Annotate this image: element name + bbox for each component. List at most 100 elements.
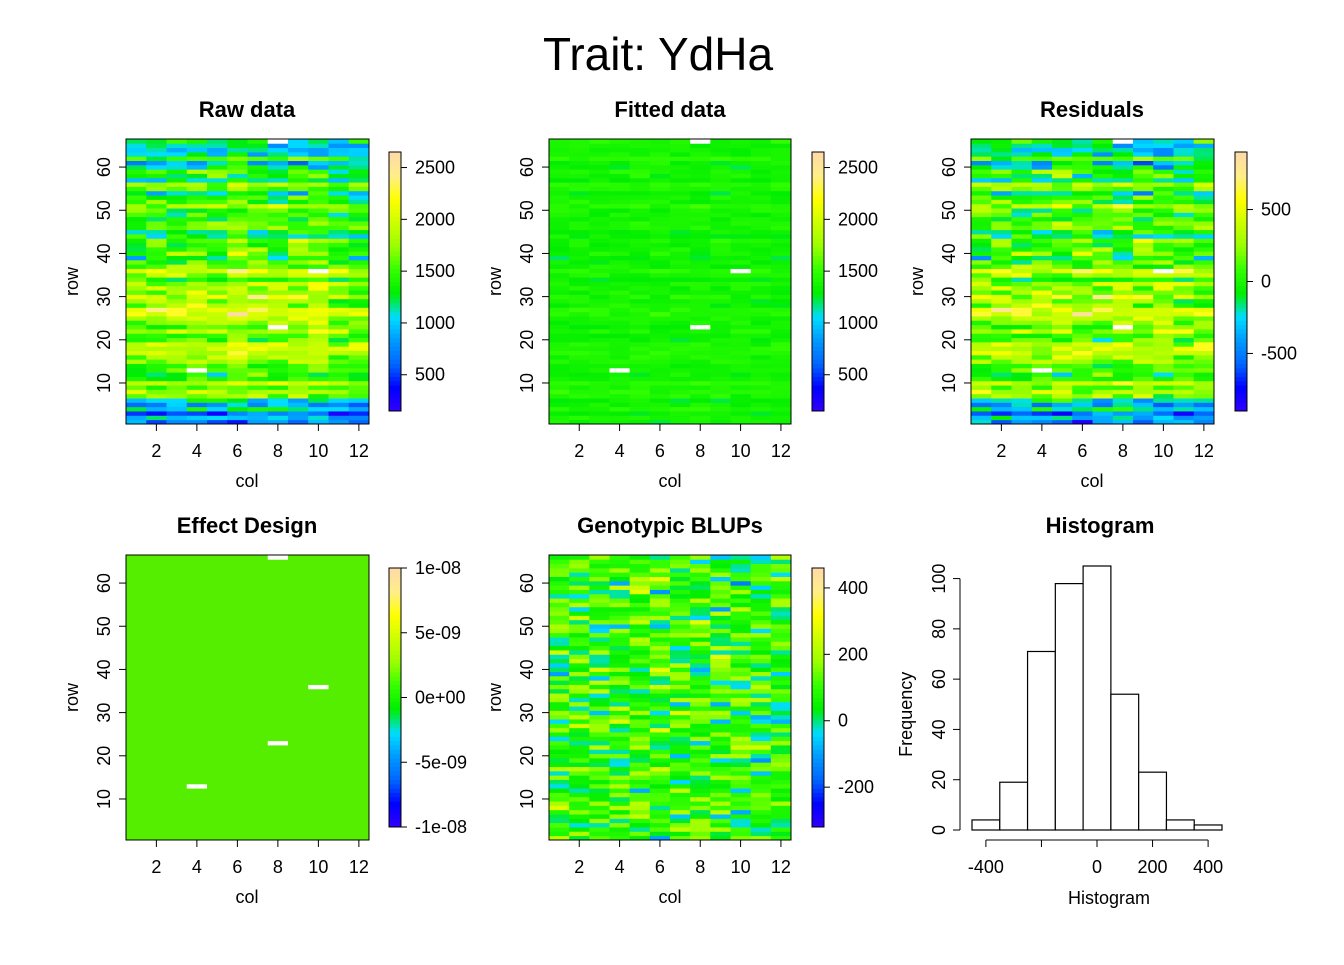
heatmap-cell bbox=[1153, 259, 1174, 265]
colorbar-band bbox=[812, 783, 824, 789]
heatmap-cell bbox=[1052, 225, 1073, 231]
heatmap-cell bbox=[649, 143, 671, 149]
heatmap-cell bbox=[770, 139, 792, 144]
heatmap-cell bbox=[690, 225, 711, 231]
heatmap-cell bbox=[549, 147, 570, 153]
colorbar-band bbox=[812, 589, 824, 595]
heatmap-cell bbox=[1052, 311, 1073, 317]
heatmap-cell bbox=[589, 693, 610, 698]
heatmap-cell bbox=[1173, 242, 1195, 248]
heatmap-cell bbox=[690, 710, 711, 716]
heatmap-cell bbox=[1092, 238, 1114, 244]
heatmap-cell bbox=[126, 199, 147, 205]
heatmap-cell bbox=[609, 151, 631, 157]
heatmap-cell bbox=[1031, 182, 1053, 187]
heatmap-cell bbox=[146, 316, 167, 321]
heatmap-cell bbox=[348, 264, 370, 269]
heatmap-cell bbox=[1112, 242, 1134, 248]
colorbar-band bbox=[812, 624, 824, 629]
heatmap-cell bbox=[146, 719, 167, 724]
heatmap-cell bbox=[971, 380, 992, 386]
heatmap-cell bbox=[730, 675, 752, 681]
heatmap-cell bbox=[186, 740, 208, 746]
heatmap-cell bbox=[1133, 277, 1154, 282]
heatmap-cell bbox=[126, 593, 147, 599]
heatmap-cell bbox=[126, 411, 147, 416]
heatmap-cell bbox=[1011, 346, 1033, 351]
heatmap-cell bbox=[207, 719, 228, 724]
heatmap-cell bbox=[1052, 216, 1073, 222]
heatmap-cell bbox=[710, 290, 731, 295]
heatmap-cell bbox=[589, 212, 610, 218]
heatmap-cell bbox=[166, 585, 188, 590]
heatmap-cell bbox=[207, 311, 228, 317]
heatmap-cell bbox=[690, 714, 711, 720]
heatmap-cell bbox=[629, 783, 651, 789]
heatmap-cell bbox=[247, 164, 269, 170]
heatmap-cell bbox=[750, 264, 772, 269]
colorbar-band bbox=[812, 359, 824, 365]
heatmap-cell bbox=[146, 809, 167, 815]
heatmap-cell bbox=[1133, 156, 1154, 161]
heatmap-cell bbox=[1193, 259, 1215, 265]
colorbar-band bbox=[389, 684, 401, 690]
heatmap-cell bbox=[1153, 143, 1174, 149]
heatmap-cell bbox=[710, 277, 731, 282]
heatmap-cell bbox=[348, 757, 370, 763]
heatmap-cell bbox=[710, 757, 731, 763]
heatmap-cell bbox=[629, 190, 651, 196]
heatmap-cell bbox=[186, 831, 208, 837]
heatmap-cell bbox=[1133, 199, 1154, 205]
heatmap-cell bbox=[730, 398, 752, 403]
colorbar-band bbox=[812, 186, 824, 192]
heatmap-cell bbox=[328, 389, 350, 395]
heatmap-cell bbox=[971, 298, 992, 304]
heatmap-cell bbox=[770, 745, 792, 750]
heatmap-cell bbox=[328, 316, 350, 321]
heatmap-cell bbox=[227, 706, 248, 711]
heatmap-cell bbox=[710, 719, 731, 724]
heatmap-cell bbox=[569, 727, 590, 733]
heatmap-cell bbox=[348, 415, 370, 421]
colorbar-band bbox=[812, 650, 824, 655]
heatmap-cell bbox=[629, 341, 651, 347]
heatmap-cell bbox=[207, 354, 228, 360]
heatmap-cell bbox=[1112, 203, 1134, 209]
heatmap-cell bbox=[328, 350, 350, 356]
heatmap-cell bbox=[247, 411, 269, 416]
heatmap-cell bbox=[308, 290, 329, 295]
heatmap-cell bbox=[549, 164, 570, 170]
colorbar-band bbox=[389, 801, 401, 806]
heatmap-cell bbox=[186, 329, 208, 334]
heatmap-cell bbox=[146, 831, 167, 837]
heatmap-cell bbox=[589, 572, 610, 577]
heatmap-cell bbox=[126, 169, 147, 174]
heatmap-cell bbox=[690, 723, 711, 729]
heatmap-cell bbox=[750, 598, 772, 603]
heatmap-cell bbox=[328, 160, 350, 166]
heatmap-cell bbox=[991, 324, 1012, 330]
heatmap-cell bbox=[186, 732, 208, 737]
heatmap-cell bbox=[690, 182, 711, 187]
heatmap-cell bbox=[1011, 238, 1033, 244]
heatmap-cell bbox=[186, 316, 208, 321]
heatmap-cell bbox=[348, 419, 370, 425]
heatmap-cell bbox=[186, 203, 208, 209]
heatmap-cell bbox=[589, 818, 610, 824]
heatmap-cell bbox=[186, 641, 208, 647]
heatmap-cell bbox=[609, 285, 631, 291]
heatmap-cell bbox=[166, 602, 188, 608]
heatmap-cell bbox=[247, 199, 269, 205]
heatmap-cell bbox=[549, 186, 570, 192]
colorbar-tick-label: 1000 bbox=[415, 313, 455, 333]
heatmap-cell bbox=[991, 354, 1012, 360]
colorbar-band bbox=[389, 641, 401, 647]
heatmap-cell bbox=[1133, 234, 1154, 239]
heatmap-cell bbox=[1112, 367, 1134, 373]
heatmap-cell bbox=[186, 714, 208, 720]
heatmap-cell bbox=[1011, 285, 1033, 291]
colorbar-band bbox=[389, 277, 401, 282]
heatmap-cell bbox=[348, 671, 370, 677]
heatmap-cell bbox=[1173, 164, 1195, 170]
